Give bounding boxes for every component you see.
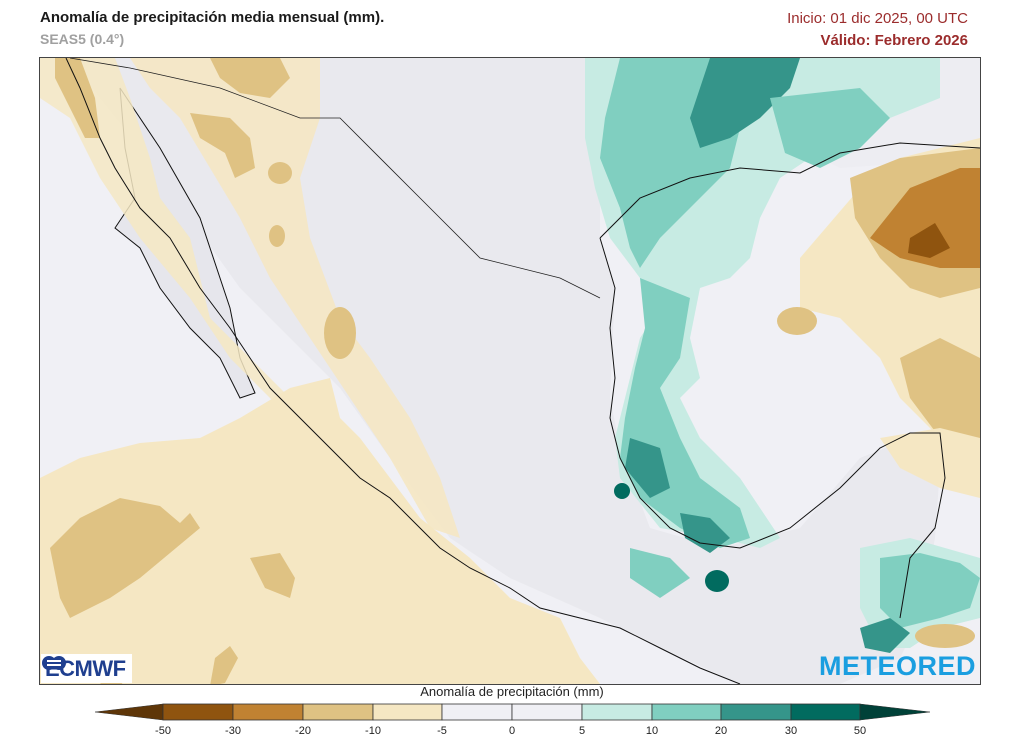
tick-label: 50 — [853, 725, 867, 737]
tick-label: -5 — [437, 725, 447, 737]
tick-label: -50 — [155, 725, 171, 737]
tick-label: -10 — [365, 725, 381, 737]
meteored-logo: METEORED — [818, 651, 976, 681]
tick-label: 20 — [714, 725, 728, 737]
ecmwf-logo: ECMWF — [41, 654, 132, 683]
tick-label: 5 — [578, 725, 586, 737]
precipitation-anomaly-map: ECMWF METEORED — [39, 57, 981, 685]
tick-label: -20 — [295, 725, 311, 737]
tick-label: 30 — [784, 725, 798, 737]
colorbar — [95, 703, 931, 721]
valid-date: Válido: Febrero 2026 — [820, 32, 968, 49]
map-canvas — [40, 58, 980, 684]
colorbar-ticks: -50 -30 -20 -10 -5 0 5 10 20 30 50 — [0, 725, 1024, 741]
map-title: Anomalía de precipitación media mensual … — [40, 9, 385, 26]
colorbar-title: Anomalía de precipitación (mm) — [420, 684, 604, 699]
tick-label: -30 — [225, 725, 241, 737]
init-date: Inicio: 01 dic 2025, 00 UTC — [787, 10, 968, 27]
model-label: SEAS5 (0.4°) — [40, 31, 125, 47]
tick-label: 10 — [645, 725, 659, 737]
ecmwf-logo-icon — [42, 656, 66, 670]
tick-label: 0 — [508, 725, 516, 737]
